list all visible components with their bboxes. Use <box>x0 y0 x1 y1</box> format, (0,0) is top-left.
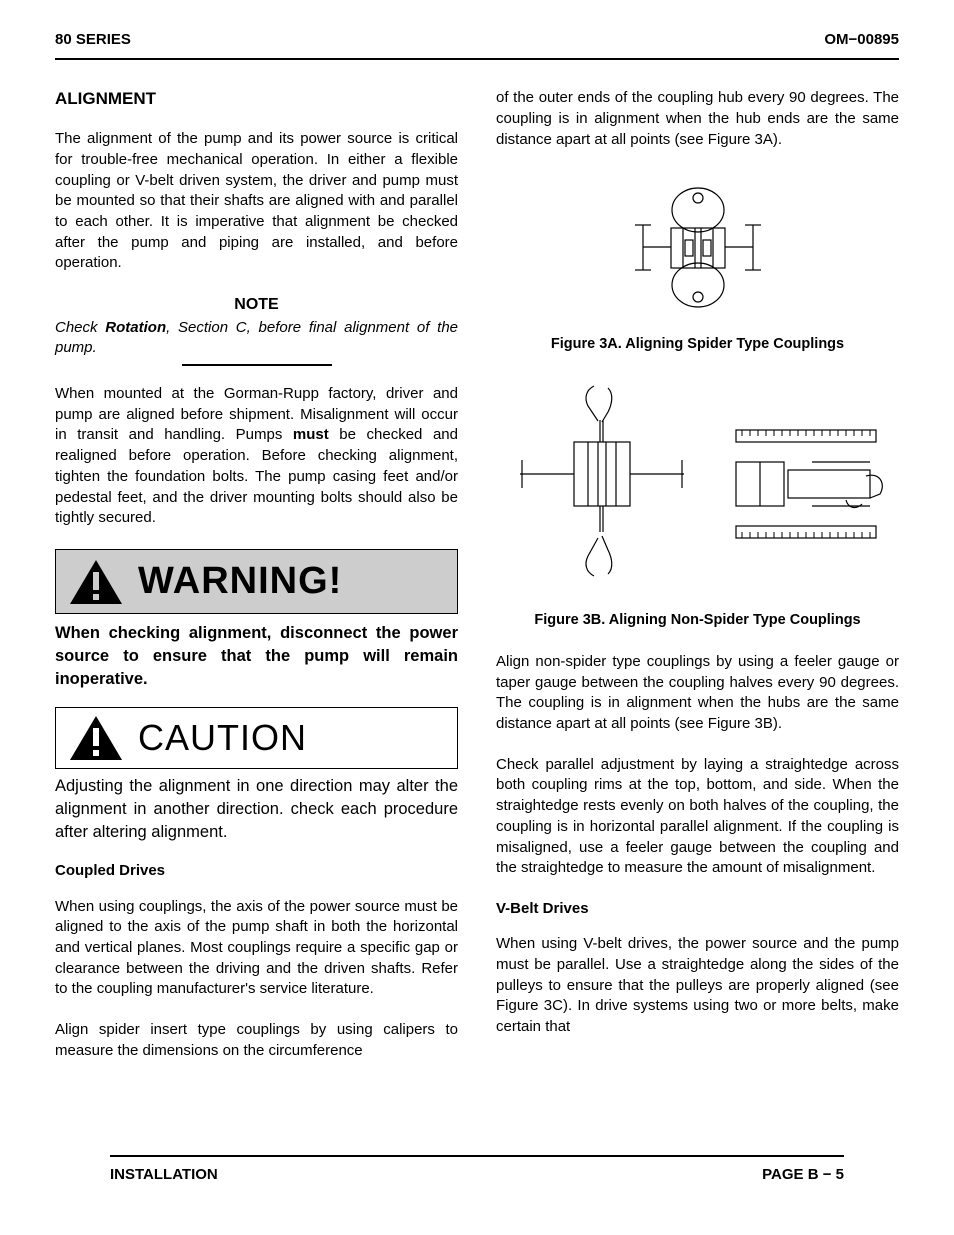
page-header: 80 SERIES OM−00895 <box>55 30 899 60</box>
coupled-drives-heading: Coupled Drives <box>55 861 458 881</box>
vbelt-heading: V-Belt Drives <box>496 899 899 919</box>
note-body: Check Rotation, Section C, before final … <box>55 318 458 359</box>
figure-3b-caption: Figure 3B. Aligning Non-Spider Type Coup… <box>496 611 899 630</box>
page-footer: INSTALLATION PAGE B − 5 <box>110 1155 844 1185</box>
right-column: of the outer ends of the coupling hub ev… <box>496 88 899 1061</box>
caution-text: Adjusting the alignment in one direction… <box>55 775 458 843</box>
warning-icon <box>68 558 124 606</box>
paragraph: When using V-belt drives, the power sour… <box>496 934 899 1037</box>
caution-label: CAUTION <box>138 714 307 763</box>
paragraph: Align spider insert type couplings by us… <box>55 1020 458 1061</box>
content-columns: ALIGNMENT The alignment of the pump and … <box>55 88 899 1061</box>
figure-3a <box>496 180 899 315</box>
alignment-heading: ALIGNMENT <box>55 88 458 111</box>
paragraph: When mounted at the Gorman-Rupp factory,… <box>55 384 458 529</box>
left-column: ALIGNMENT The alignment of the pump and … <box>55 88 458 1061</box>
figure-3a-caption: Figure 3A. Aligning Spider Type Coupling… <box>496 335 899 354</box>
note-heading: NOTE <box>55 294 458 316</box>
warning-box: WARNING! <box>55 549 458 614</box>
paragraph: The alignment of the pump and its power … <box>55 129 458 274</box>
header-left: 80 SERIES <box>55 30 131 50</box>
footer-left: INSTALLATION <box>110 1165 218 1185</box>
note-divider <box>182 364 332 366</box>
nonspider-diagram-icon <box>508 376 888 591</box>
paragraph: Check parallel adjustment by laying a st… <box>496 755 899 879</box>
paragraph: Align non-spider type couplings by using… <box>496 652 899 735</box>
caution-box: CAUTION <box>55 707 458 770</box>
caution-icon <box>68 714 124 762</box>
paragraph: When using couplings, the axis of the po… <box>55 897 458 1000</box>
footer-right: PAGE B − 5 <box>762 1165 844 1185</box>
figure-3b <box>496 376 899 591</box>
header-right: OM−00895 <box>824 30 899 50</box>
coupling-diagram-icon <box>613 180 783 315</box>
warning-label: WARNING! <box>138 556 342 607</box>
warning-text: When checking alignment, disconnect the … <box>55 622 458 690</box>
paragraph: of the outer ends of the coupling hub ev… <box>496 88 899 150</box>
